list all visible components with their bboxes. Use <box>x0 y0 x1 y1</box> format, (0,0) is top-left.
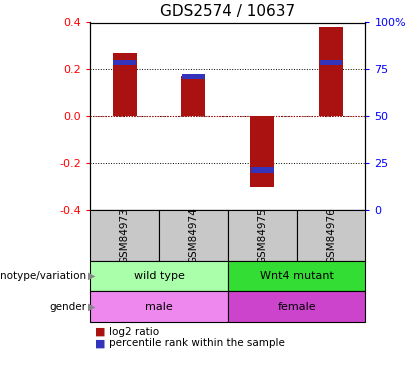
Text: GSM84976: GSM84976 <box>326 207 336 264</box>
Text: GDS2574 / 10637: GDS2574 / 10637 <box>160 4 295 19</box>
Bar <box>250 116 274 187</box>
Bar <box>90 210 159 261</box>
Bar <box>320 60 342 65</box>
Bar <box>90 291 228 322</box>
Bar <box>228 210 297 261</box>
Bar <box>319 27 343 116</box>
Text: female: female <box>277 302 316 312</box>
Text: gender: gender <box>49 302 86 312</box>
Bar <box>159 210 228 261</box>
Text: log2 ratio: log2 ratio <box>109 327 159 337</box>
Text: Wnt4 mutant: Wnt4 mutant <box>260 271 333 281</box>
Text: GSM84975: GSM84975 <box>257 207 267 264</box>
Text: ■: ■ <box>94 327 105 337</box>
Bar <box>228 261 365 291</box>
Text: male: male <box>145 302 173 312</box>
Bar <box>228 291 365 322</box>
Text: percentile rank within the sample: percentile rank within the sample <box>109 338 285 348</box>
Text: wild type: wild type <box>134 271 184 281</box>
Text: ■: ■ <box>94 338 105 348</box>
Bar <box>251 167 274 172</box>
Text: genotype/variation: genotype/variation <box>0 271 86 281</box>
Text: GSM84973: GSM84973 <box>120 207 130 264</box>
Text: ▶: ▶ <box>88 302 96 312</box>
Bar <box>113 53 137 116</box>
Bar <box>113 60 136 65</box>
Text: ▶: ▶ <box>88 271 96 281</box>
Bar <box>181 76 205 116</box>
Text: GSM84974: GSM84974 <box>189 207 199 264</box>
Bar <box>297 210 365 261</box>
Bar <box>182 74 205 79</box>
Bar <box>90 261 228 291</box>
